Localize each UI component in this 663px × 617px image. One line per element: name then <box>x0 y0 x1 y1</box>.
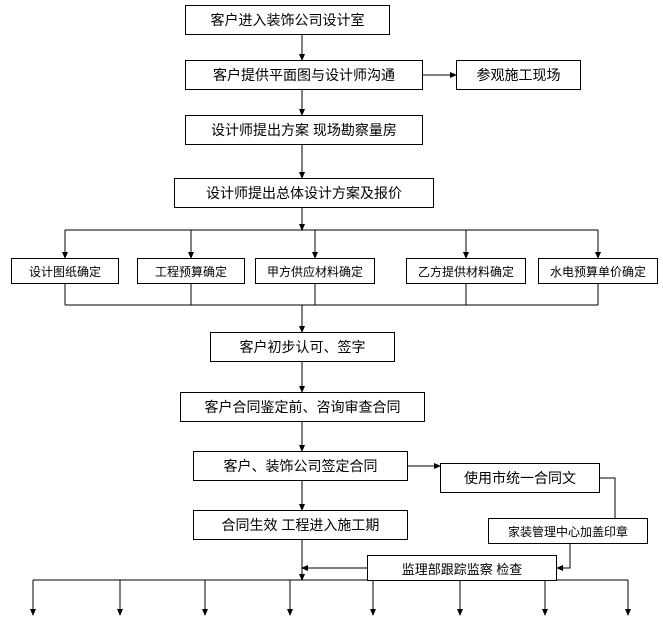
node-n7: 客户、装饰公司签定合同 <box>193 451 408 481</box>
node-n2b: 参观施工现场 <box>456 60 581 90</box>
node-label: 合同生效 工程进入施工期 <box>222 515 380 535</box>
node-label: 设计师提出方案 现场勘察量房 <box>211 120 397 140</box>
node-label: 家装管理中心加盖印章 <box>508 523 628 540</box>
node-label: 工程预算确定 <box>155 263 227 280</box>
node-label: 甲方供应材料确定 <box>267 263 363 280</box>
node-label: 设计图纸确定 <box>29 263 101 280</box>
node-label: 使用市统一合同文 <box>464 468 576 488</box>
node-label: 客户合同鉴定前、咨询审查合同 <box>205 397 401 417</box>
node-p1: 设计图纸确定 <box>11 258 119 284</box>
node-p5: 水电预算单价确定 <box>538 258 658 284</box>
node-p3: 甲方供应材料确定 <box>255 258 375 284</box>
node-n1: 客户进入装饰公司设计室 <box>185 5 390 35</box>
node-n6: 客户合同鉴定前、咨询审查合同 <box>180 392 425 422</box>
node-n5: 客户初步认可、签字 <box>210 332 395 362</box>
node-label: 客户初步认可、签字 <box>240 337 366 357</box>
node-n7b: 使用市统一合同文 <box>440 463 600 493</box>
node-label: 水电预算单价确定 <box>550 263 646 280</box>
node-n3: 设计师提出方案 现场勘察量房 <box>185 115 423 145</box>
node-label: 监理部跟踪监察 检查 <box>402 559 523 578</box>
node-p4: 乙方提供材料确定 <box>406 258 526 284</box>
node-n10: 家装管理中心加盖印章 <box>488 518 648 544</box>
node-label: 客户提供平面图与设计师沟通 <box>213 65 395 85</box>
node-p2: 工程预算确定 <box>137 258 245 284</box>
node-label: 客户进入装饰公司设计室 <box>211 10 365 30</box>
node-n8: 合同生效 工程进入施工期 <box>193 510 408 540</box>
node-label: 设计师提出总体设计方案及报价 <box>206 183 402 203</box>
node-n9: 监理部跟踪监察 检查 <box>367 555 557 581</box>
node-n2: 客户提供平面图与设计师沟通 <box>185 60 423 90</box>
node-n4: 设计师提出总体设计方案及报价 <box>174 178 434 208</box>
node-label: 参观施工现场 <box>477 65 561 85</box>
node-label: 乙方提供材料确定 <box>418 263 514 280</box>
node-label: 客户、装饰公司签定合同 <box>224 456 378 476</box>
